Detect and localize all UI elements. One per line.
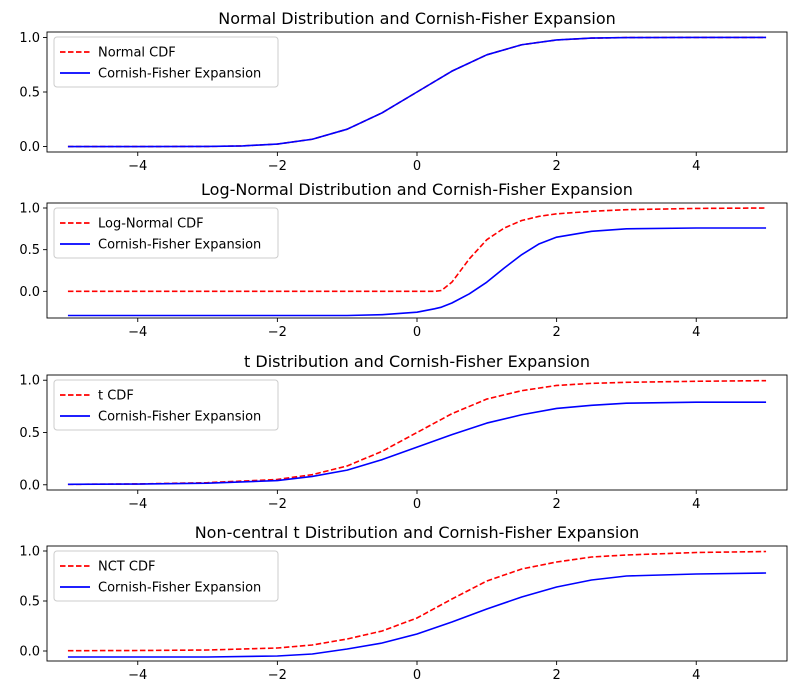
legend: Log-Normal CDF Cornish-Fisher Expansion (53, 207, 279, 259)
series-line-reference-cdf (67, 207, 767, 293)
legend-box (53, 379, 279, 431)
series-line-reference-cdf (67, 550, 767, 652)
y-tick-label: 0.5 (19, 595, 40, 610)
legend: t CDF Cornish-Fisher Expansion (53, 379, 279, 431)
x-tick-label: −2 (268, 668, 287, 683)
chart-title: t Distribution and Cornish-Fisher Expans… (244, 352, 590, 371)
legend-label: t CDF (98, 389, 134, 404)
x-tick-label: −4 (128, 668, 147, 683)
legend-label: Cornish-Fisher Expansion (98, 581, 261, 596)
y-tick-label: 1.0 (19, 202, 40, 217)
x-tick-label: −2 (268, 325, 287, 340)
x-tick-label: 4 (692, 325, 700, 340)
x-tick-label: 4 (692, 497, 700, 512)
series-line-reference-cdf (67, 379, 767, 486)
x-tick-label: 0 (413, 159, 421, 174)
legend-label: Cornish-Fisher Expansion (98, 410, 261, 425)
series-line-cornish-fisher (67, 227, 767, 317)
legend: Normal CDF Cornish-Fisher Expansion (53, 36, 279, 88)
y-tick-label: 1.0 (19, 31, 40, 46)
legend-box (53, 550, 279, 602)
legend-box (53, 207, 279, 259)
x-tick-label: −4 (128, 497, 147, 512)
x-tick-label: −2 (268, 159, 287, 174)
y-tick-label: 0.0 (19, 645, 40, 660)
y-tick-label: 0.0 (19, 478, 40, 493)
legend-label: Log-Normal CDF (98, 217, 204, 232)
chart-title: Normal Distribution and Cornish-Fisher E… (218, 9, 616, 28)
legend-label: NCT CDF (98, 560, 155, 575)
x-tick-label: 0 (413, 325, 421, 340)
subplot-2: Log-Normal Distribution and Cornish-Fish… (19, 180, 788, 340)
y-tick-label: 0.5 (19, 86, 40, 101)
series-line-cornish-fisher (67, 36, 767, 148)
x-tick-label: 2 (552, 159, 560, 174)
y-tick-label: 1.0 (19, 545, 40, 560)
x-tick-label: 4 (692, 668, 700, 683)
x-tick-label: −2 (268, 497, 287, 512)
y-tick-label: 0.0 (19, 140, 40, 155)
y-tick-label: 0.0 (19, 285, 40, 300)
chart-title: Log-Normal Distribution and Cornish-Fish… (201, 180, 633, 199)
series-line-cornish-fisher (67, 572, 767, 658)
chart-title: Non-central t Distribution and Cornish-F… (195, 523, 640, 542)
legend-label: Cornish-Fisher Expansion (98, 238, 261, 253)
x-tick-label: 2 (552, 668, 560, 683)
legend-label: Cornish-Fisher Expansion (98, 67, 261, 82)
subplot-4: Non-central t Distribution and Cornish-F… (19, 523, 788, 683)
x-tick-label: −4 (128, 325, 147, 340)
legend: NCT CDF Cornish-Fisher Expansion (53, 550, 279, 602)
x-tick-label: −4 (128, 159, 147, 174)
x-tick-label: 0 (413, 497, 421, 512)
subplot-3: t Distribution and Cornish-Fisher Expans… (19, 352, 788, 512)
x-tick-label: 4 (692, 159, 700, 174)
legend-box (53, 36, 279, 88)
x-tick-label: 2 (552, 325, 560, 340)
y-tick-label: 0.5 (19, 243, 40, 258)
legend-label: Normal CDF (98, 46, 176, 61)
x-tick-label: 2 (552, 497, 560, 512)
series-line-cornish-fisher (67, 401, 767, 486)
y-tick-label: 1.0 (19, 374, 40, 389)
subplot-1: Normal Distribution and Cornish-Fisher E… (19, 9, 788, 174)
x-tick-label: 0 (413, 668, 421, 683)
y-tick-label: 0.5 (19, 426, 40, 441)
